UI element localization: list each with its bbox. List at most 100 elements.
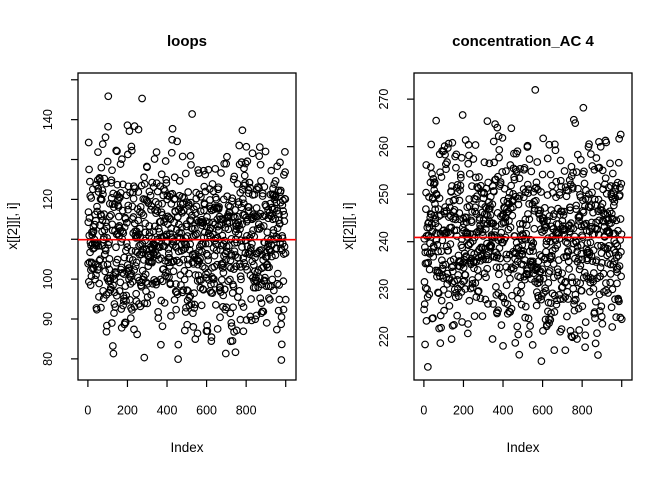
data-point (520, 163, 529, 172)
data-point (568, 333, 577, 342)
data-point (451, 215, 460, 224)
data-point (608, 285, 617, 294)
data-point (173, 290, 182, 299)
data-point (444, 139, 453, 148)
data-point (476, 221, 484, 230)
data-point (86, 281, 95, 289)
data-point (178, 208, 186, 217)
data-point (580, 179, 589, 188)
data-point (251, 273, 260, 282)
data-point (98, 140, 107, 149)
data-point (198, 247, 206, 256)
data-point (228, 194, 237, 203)
data-point (567, 273, 576, 282)
data-point (141, 236, 149, 245)
data-point (468, 182, 476, 191)
data-point (519, 260, 528, 269)
data-point (233, 180, 242, 188)
data-point (236, 272, 245, 281)
data-point (567, 172, 576, 181)
data-point (423, 223, 432, 232)
data-point (113, 255, 122, 264)
data-point (570, 306, 579, 315)
data-point (254, 212, 262, 221)
data-point (274, 306, 283, 315)
data-point (592, 154, 601, 162)
data-point (154, 307, 162, 316)
data-point (456, 186, 464, 195)
data-point (516, 273, 525, 282)
data-point (158, 199, 166, 208)
data-point (506, 274, 514, 283)
data-point (188, 110, 197, 118)
data-point (616, 215, 625, 223)
data-point (483, 117, 492, 125)
data-point (459, 263, 468, 272)
data-point (502, 167, 510, 175)
data-point (572, 201, 581, 210)
plot-title: loops (167, 33, 207, 50)
data-point (233, 293, 242, 301)
data-point (492, 290, 501, 299)
data-point (456, 181, 465, 190)
data-point (591, 297, 600, 306)
data-point (543, 154, 552, 163)
data-point (247, 295, 255, 303)
data-point (122, 218, 131, 227)
data-point (609, 201, 618, 210)
data-point (551, 146, 560, 155)
data-point (543, 216, 552, 225)
data-point (478, 312, 487, 320)
data-point (217, 275, 226, 284)
data-point (617, 315, 626, 324)
data-point (141, 270, 150, 279)
data-point (514, 200, 523, 209)
data-point (525, 155, 534, 164)
data-point (90, 220, 99, 229)
data-point (550, 291, 559, 300)
data-point (524, 189, 533, 197)
data-point (157, 340, 165, 349)
data-point (497, 321, 506, 330)
data-point (437, 296, 446, 305)
data-point (569, 168, 577, 177)
data-point (175, 176, 184, 185)
data-point (187, 216, 196, 225)
data-point (263, 253, 271, 261)
data-point (537, 295, 546, 304)
data-point (518, 249, 527, 258)
data-point (584, 246, 592, 255)
panel-loops: loops x[[2]][, i] 0 200 400 600 800 80 90 100 12… (5, 33, 297, 455)
data-point (251, 283, 260, 292)
data-point (568, 183, 577, 191)
data-point (487, 241, 496, 250)
data-point (99, 190, 107, 199)
data-point (97, 195, 106, 204)
data-point (174, 340, 183, 349)
data-point (141, 278, 150, 286)
data-point (215, 202, 223, 211)
data-point (199, 166, 208, 175)
data-point (94, 242, 103, 250)
data-point (550, 308, 559, 316)
data-point (552, 177, 561, 186)
data-point (452, 226, 461, 235)
y-tick-label: 100 (41, 269, 55, 290)
data-point (545, 267, 554, 275)
data-point (276, 186, 285, 195)
data-point (550, 140, 559, 149)
data-point (194, 166, 202, 174)
data-point (444, 290, 453, 299)
data-point (95, 175, 104, 183)
data-point (615, 297, 623, 306)
data-point (196, 192, 205, 201)
data-point (471, 141, 480, 149)
data-point (586, 150, 595, 158)
data-point (109, 349, 118, 358)
data-point (166, 280, 175, 289)
data-point (179, 255, 188, 264)
data-point (482, 273, 490, 282)
data-point (217, 169, 225, 177)
data-point (278, 234, 287, 243)
data-point (535, 278, 544, 287)
